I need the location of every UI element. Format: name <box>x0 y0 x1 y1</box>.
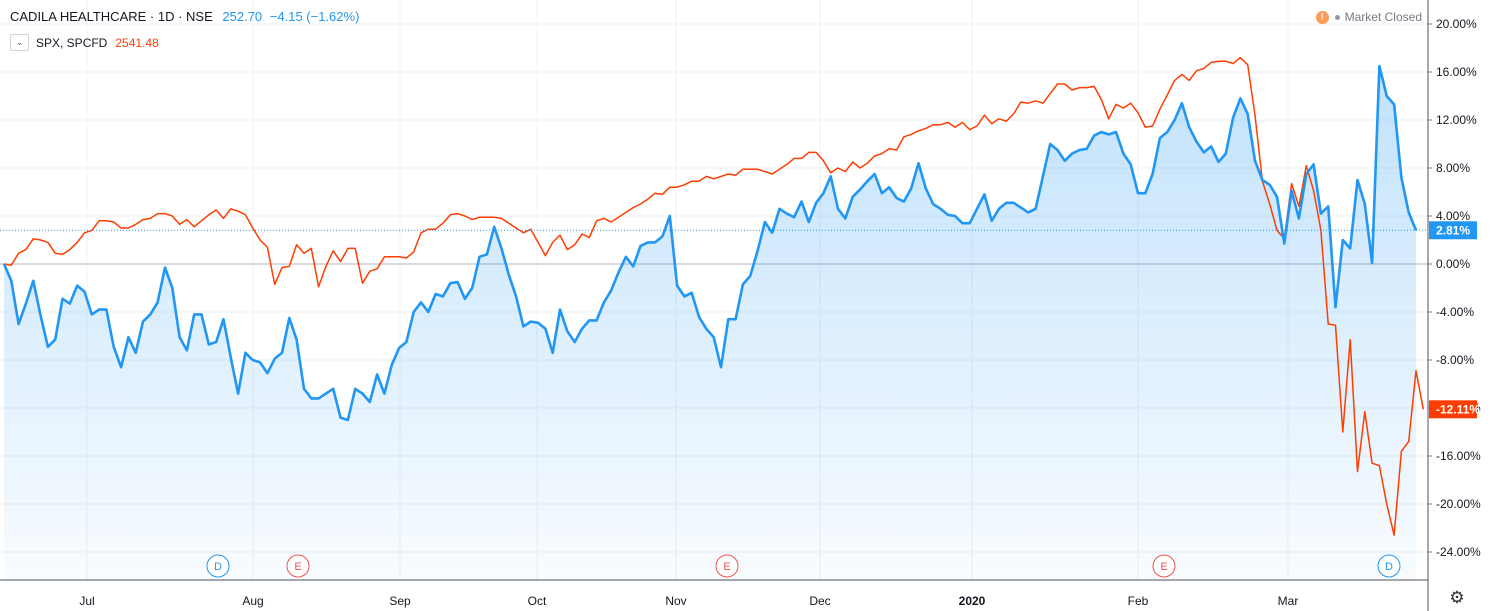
compare-legend: ⌄ SPX, SPCFD 2541.48 <box>10 34 159 51</box>
y-tick-label: 0.00% <box>1436 257 1470 271</box>
event-marker-circle <box>715 554 739 578</box>
market-status[interactable]: ! Market Closed <box>1315 10 1422 24</box>
event-marker-label: D <box>1385 561 1393 573</box>
compare-value: 2541.48 <box>115 35 159 50</box>
market-status-label: Market Closed <box>1344 10 1422 24</box>
earnings-marker[interactable]: E <box>286 554 310 578</box>
earnings-marker[interactable]: E <box>715 554 739 578</box>
symbol-header[interactable]: CADILA HEALTHCARE · 1D · NSE 252.70 −4.1… <box>10 9 359 24</box>
y-tick-label: -4.00% <box>1436 305 1474 319</box>
x-tick-label: Aug <box>242 594 263 608</box>
series-line-cadila <box>2 64 1418 422</box>
symbol-line: CADILA HEALTHCARE · 1D · NSE <box>10 9 213 24</box>
last-value-badge-label: 2.81% <box>1436 223 1470 237</box>
x-tick-label: Feb <box>1128 594 1149 608</box>
event-marker-circle <box>286 554 310 578</box>
gear-icon[interactable]: ⚙ <box>1449 588 1465 607</box>
event-marker-label: E <box>1160 561 1167 573</box>
y-tick-label: 20.00% <box>1436 17 1477 31</box>
x-tick-label: Oct <box>528 594 547 608</box>
x-tick-label: Jul <box>79 594 94 608</box>
y-tick-label: 12.00% <box>1436 113 1477 127</box>
event-marker-circle <box>206 554 230 578</box>
y-tick-label: 4.00% <box>1436 209 1470 223</box>
event-marker-circle <box>1377 554 1401 578</box>
x-tick-label: Mar <box>1278 594 1299 608</box>
last-value-badge-cadila <box>1429 221 1477 240</box>
dividend-marker[interactable]: D <box>206 554 230 578</box>
dividend-marker[interactable]: D <box>1377 554 1401 578</box>
y-tick-label: -8.00% <box>1436 353 1474 367</box>
earnings-marker[interactable]: E <box>1152 554 1176 578</box>
y-tick-label: 8.00% <box>1436 161 1470 175</box>
x-tick-label: Sep <box>389 594 411 608</box>
main-price: 252.70 <box>222 9 263 24</box>
y-tick-label: -20.00% <box>1436 497 1481 511</box>
series-line-spx <box>3 56 1425 536</box>
x-tick-label: Dec <box>809 594 830 608</box>
price-axis: 20.00% 16.00% 12.00% 8.00% 4.00% 0.00% -4.00% -… <box>1427 0 1481 611</box>
time-axis: Jul Aug Sep Oct Nov Dec 2020 Feb Mar <box>0 579 1428 608</box>
event-marker-label: E <box>723 561 730 573</box>
main-change: −4.15 (−1.62%) <box>269 9 360 24</box>
x-tick-label: 2020 <box>959 594 986 608</box>
compare-symbol-label: SPX, SPCFD <box>36 35 108 50</box>
y-tick-label: 16.00% <box>1436 65 1477 79</box>
event-marker-circle <box>1152 554 1176 578</box>
x-tick-label: Nov <box>665 594 686 608</box>
series-lines <box>0 56 1428 536</box>
event-marker-label: E <box>294 561 301 573</box>
last-value-badge-spx <box>1429 400 1477 419</box>
warning-icon: ! <box>1315 10 1329 24</box>
last-value-badge-label: -12.11% <box>1436 402 1480 416</box>
main-series-area <box>4 66 1416 582</box>
collapse-legend-chevron-icon[interactable]: ⌄ <box>10 34 29 51</box>
event-marker-label: D <box>214 561 222 573</box>
status-dot-icon <box>1334 14 1340 20</box>
main-series-fill <box>4 66 1416 582</box>
y-tick-label: -24.00% <box>1436 545 1481 559</box>
y-tick-label: -16.00% <box>1436 449 1481 463</box>
